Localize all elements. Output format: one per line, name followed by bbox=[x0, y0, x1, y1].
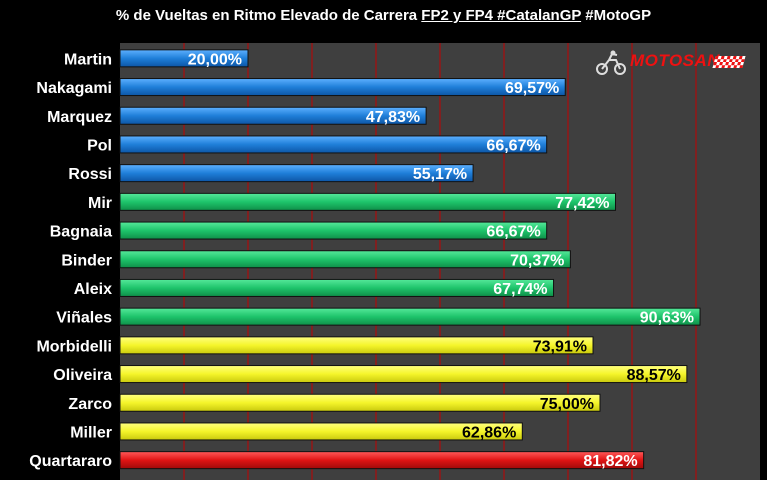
value-label: 88,57% bbox=[627, 367, 681, 384]
category-label: Viñales bbox=[56, 310, 112, 327]
value-label: 20,00% bbox=[188, 51, 242, 68]
title-hashtag: #MotoGP bbox=[581, 7, 652, 24]
category-label: Rossi bbox=[68, 166, 112, 183]
category-label: Quartararo bbox=[29, 453, 112, 470]
category-label: Oliveira bbox=[53, 367, 112, 384]
bar-aleix bbox=[119, 278, 555, 297]
bar-miller bbox=[119, 422, 523, 441]
value-label: 66,67% bbox=[486, 137, 540, 154]
bar-binder bbox=[119, 250, 571, 269]
category-label: Binder bbox=[61, 252, 112, 269]
chart-title: % de Vueltas en Ritmo Elevado de Carrera… bbox=[0, 7, 767, 24]
category-label: Aleix bbox=[74, 281, 112, 298]
checkered-flag-icon bbox=[712, 56, 746, 68]
bar-mir bbox=[119, 192, 616, 211]
bar-pol bbox=[119, 135, 548, 154]
value-label: 62,86% bbox=[462, 424, 516, 441]
motosan-logo: MOTOSAN bbox=[596, 50, 756, 76]
value-label: 55,17% bbox=[413, 166, 467, 183]
bar-quartararo bbox=[119, 451, 645, 470]
bar-zarco bbox=[119, 393, 601, 412]
category-label: Zarco bbox=[68, 396, 112, 413]
bar-bagnaia bbox=[119, 221, 548, 240]
value-label: 90,63% bbox=[640, 310, 694, 327]
bar-oliveira bbox=[119, 365, 688, 384]
bar-morbidelli bbox=[119, 336, 594, 355]
category-label: Pol bbox=[87, 137, 112, 154]
motorcycle-rider-icon bbox=[596, 50, 626, 75]
value-label: 75,00% bbox=[540, 396, 594, 413]
bar-marquez bbox=[119, 106, 427, 125]
category-label: Martin bbox=[64, 51, 112, 68]
bar-rossi bbox=[119, 164, 474, 183]
category-label: Morbidelli bbox=[36, 338, 112, 355]
logo-text: MOTOSAN bbox=[630, 51, 721, 70]
value-label: 67,74% bbox=[493, 281, 547, 298]
bar-martin bbox=[119, 49, 249, 68]
value-label: 70,37% bbox=[510, 252, 564, 269]
title-sessions: FP2 y FP4 #CatalanGP bbox=[421, 7, 582, 24]
category-label: Miller bbox=[70, 424, 112, 441]
bar-nakagami bbox=[119, 78, 566, 97]
value-label: 81,82% bbox=[583, 453, 637, 470]
category-label: Mir bbox=[88, 195, 112, 212]
value-label: 73,91% bbox=[533, 338, 587, 355]
value-label: 66,67% bbox=[486, 224, 540, 241]
title-text: % de Vueltas en Ritmo Elevado de Carrera bbox=[115, 7, 422, 24]
category-label: Marquez bbox=[47, 109, 112, 126]
value-label: 69,57% bbox=[505, 80, 559, 97]
category-label: Nakagami bbox=[36, 80, 112, 97]
category-label: Bagnaia bbox=[50, 224, 112, 241]
bar-viñales bbox=[119, 307, 701, 326]
value-label: 47,83% bbox=[366, 109, 420, 126]
value-label: 77,42% bbox=[555, 195, 609, 212]
